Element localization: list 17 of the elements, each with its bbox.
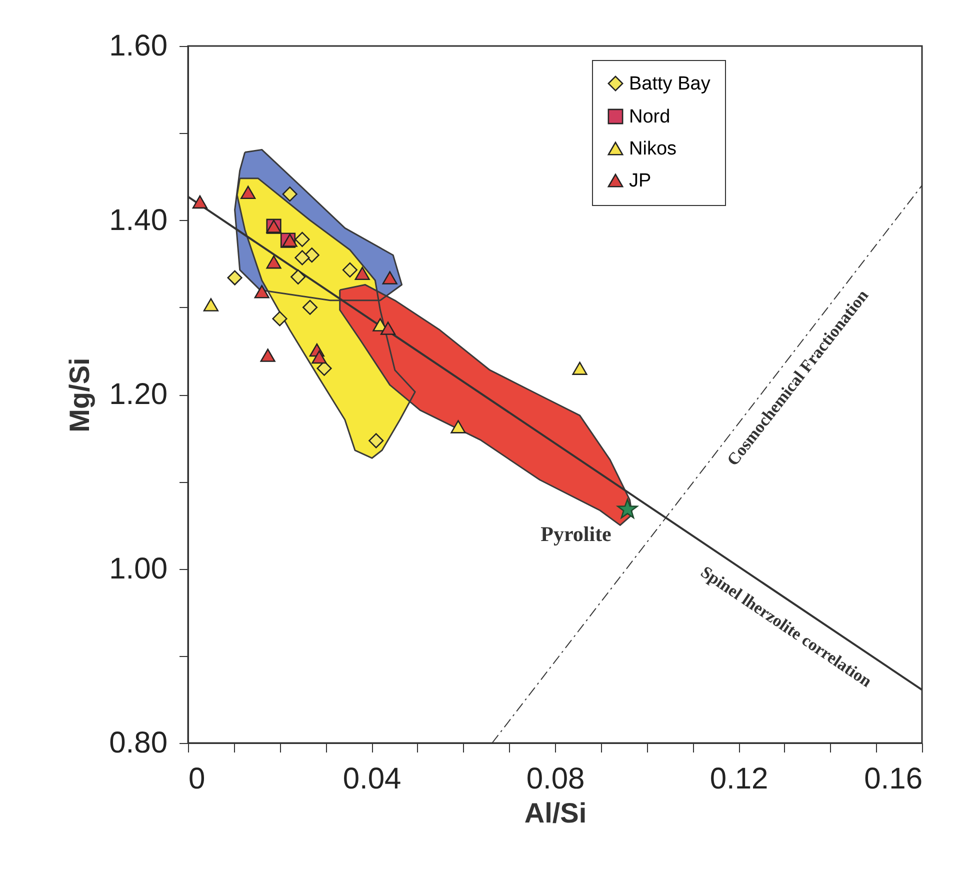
y-tick-label: 1.60 xyxy=(109,30,168,62)
annotation: Pyrolite xyxy=(540,522,612,546)
y-tick-label: 0.80 xyxy=(109,726,168,760)
legend-label: Nikos xyxy=(629,138,677,160)
legend-label: Batty Bay xyxy=(629,74,711,94)
x-tick-label: 0.16 xyxy=(864,762,922,796)
x-tick-label: 0.08 xyxy=(526,762,585,796)
legend-label: Nord xyxy=(629,106,670,128)
legend-label: JP xyxy=(629,170,652,192)
x-tick-label: 0 xyxy=(188,762,206,796)
x-tick-label: 0.12 xyxy=(710,762,768,796)
x-axis-title: Al/Si xyxy=(524,798,587,828)
y-tick-label: 1.00 xyxy=(109,552,168,586)
x-tick-label: 0.04 xyxy=(342,762,402,796)
y-axis-title: Mg/Si xyxy=(64,358,96,432)
y-tick-label: 1.40 xyxy=(109,204,168,237)
y-tick-label: 1.20 xyxy=(109,378,168,411)
